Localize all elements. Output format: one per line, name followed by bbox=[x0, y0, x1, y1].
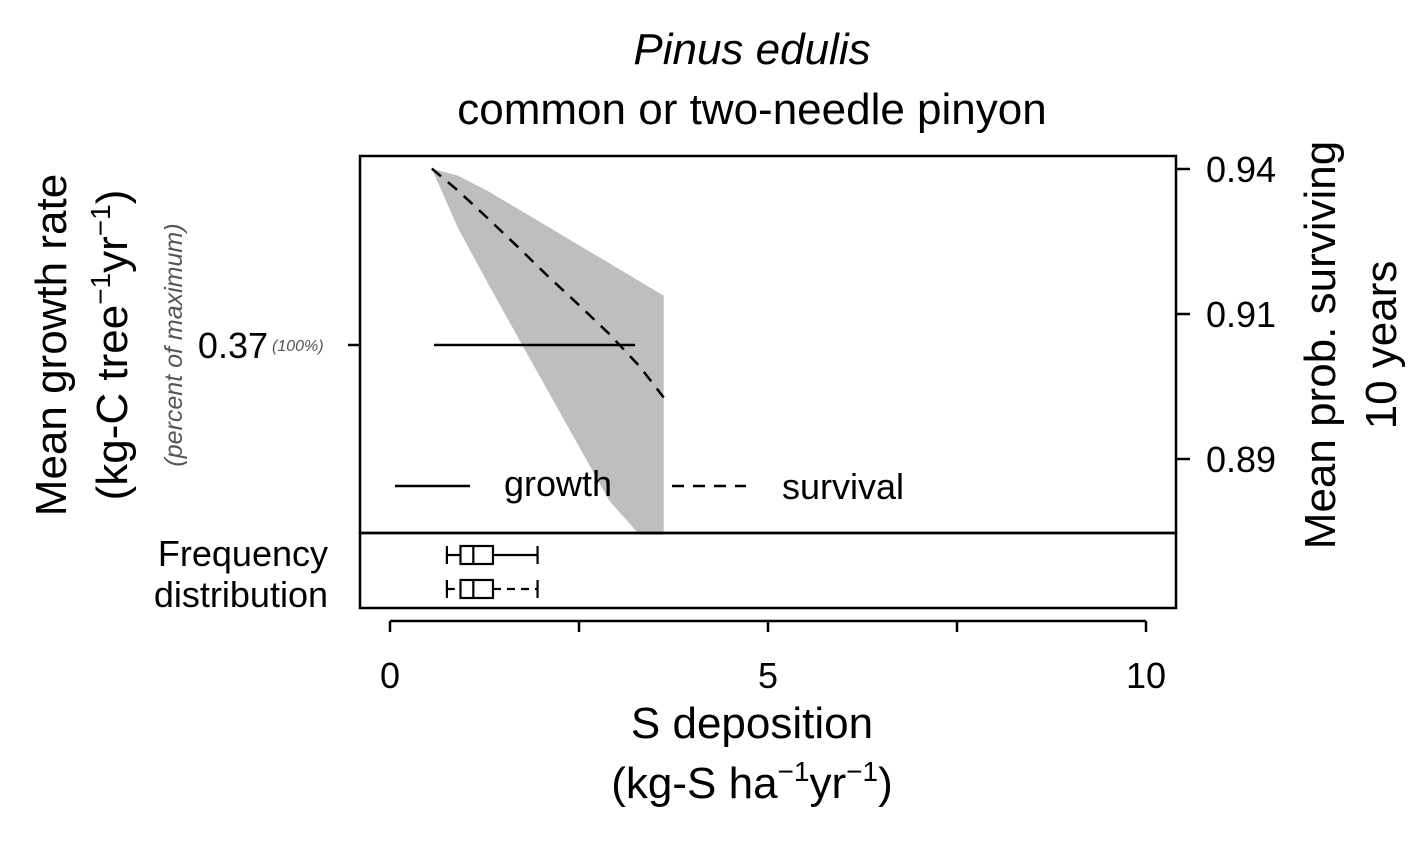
y-axis-unit: (kg-C tree−1yr−1) bbox=[85, 190, 137, 501]
x-axis-unit: (kg-S ha−1yr−1) bbox=[611, 756, 892, 808]
x-unit-exp2: −1 bbox=[846, 756, 878, 787]
y-unit-exp2: −1 bbox=[85, 204, 116, 236]
x-tick-label-5: 5 bbox=[758, 655, 778, 696]
frequency-label-line1: Frequency bbox=[158, 533, 328, 574]
legend: growth survival bbox=[395, 463, 904, 507]
boxplot-box bbox=[459, 544, 495, 566]
y2-tick-label-0.94: 0.94 bbox=[1206, 149, 1276, 190]
boxplot-1 bbox=[445, 544, 539, 566]
chart-title: Pinus edulis bbox=[633, 25, 870, 74]
survival-confidence-band bbox=[431, 168, 664, 535]
y-axis-label: Mean growth rate bbox=[27, 174, 76, 516]
y-axis-note: (percent of maximum) bbox=[160, 223, 188, 466]
y-unit-exp1: −1 bbox=[85, 273, 116, 305]
x-unit-pre: (kg-S ha bbox=[611, 759, 778, 808]
x-unit-post: ) bbox=[878, 759, 893, 808]
x-tick-label-0: 0 bbox=[380, 655, 400, 696]
left-tick-note: (100%) bbox=[272, 338, 324, 355]
x-axis: 0 5 10 bbox=[380, 619, 1166, 696]
y2-axis-label-line2: 10 years bbox=[1357, 261, 1406, 430]
plot-content bbox=[430, 167, 665, 535]
boxplot-box bbox=[459, 578, 495, 600]
x-unit-exp1: −1 bbox=[778, 756, 810, 787]
y-unit-post: ) bbox=[88, 190, 137, 205]
x-axis-label: S deposition bbox=[631, 699, 873, 748]
legend-growth-label: growth bbox=[504, 463, 612, 504]
chart-subtitle: common or two-needle pinyon bbox=[457, 85, 1046, 134]
y2-axis-label: Mean prob. surviving bbox=[1296, 141, 1345, 549]
x-tick-label-10: 10 bbox=[1126, 655, 1166, 696]
left-tick-label: 0.37 bbox=[198, 325, 268, 366]
right-axis: 0.94 0.91 0.89 bbox=[1176, 149, 1276, 480]
frequency-panel-frame bbox=[358, 531, 1178, 610]
frequency-label-line2: distribution bbox=[154, 574, 328, 615]
x-unit-mid: yr bbox=[809, 759, 846, 808]
survival-line bbox=[430, 167, 665, 399]
frequency-boxplots bbox=[445, 544, 539, 600]
y2-tick-label-0.89: 0.89 bbox=[1206, 439, 1276, 480]
y-unit-pre: (kg-C tree bbox=[88, 305, 137, 501]
y2-tick-label-0.91: 0.91 bbox=[1206, 294, 1276, 335]
legend-survival-label: survival bbox=[782, 466, 904, 507]
boxplot-2 bbox=[445, 578, 539, 600]
y-unit-mid: yr bbox=[88, 236, 137, 273]
